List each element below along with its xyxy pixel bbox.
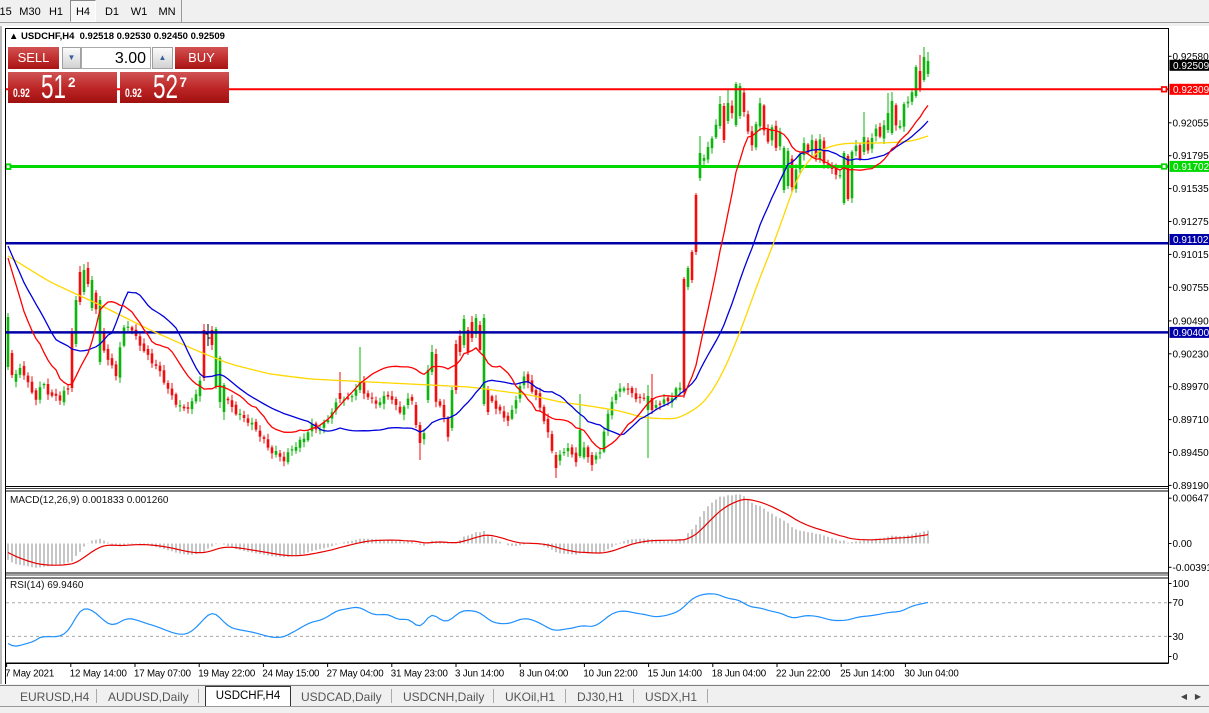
- svg-text:MACD(12,26,9) 0.001833 0.00126: MACD(12,26,9) 0.001833 0.001260: [10, 495, 169, 506]
- svg-text:0.00647: 0.00647: [1173, 494, 1209, 505]
- svg-text:17 May 07:00: 17 May 07:00: [134, 668, 192, 679]
- svg-text:0.89710: 0.89710: [1173, 415, 1209, 426]
- svg-text:8 Jun 04:00: 8 Jun 04:00: [519, 668, 569, 679]
- svg-text:18 Jun 04:00: 18 Jun 04:00: [712, 668, 767, 679]
- svg-text:70: 70: [1173, 598, 1185, 609]
- svg-text:-0.00391: -0.00391: [1173, 563, 1209, 574]
- svg-text:31 May 23:00: 31 May 23:00: [391, 668, 449, 679]
- svg-text:0.90490: 0.90490: [1173, 316, 1209, 327]
- svg-text:3 Jun 14:00: 3 Jun 14:00: [455, 668, 505, 679]
- svg-text:0.91535: 0.91535: [1173, 184, 1209, 195]
- svg-text:19 May 22:00: 19 May 22:00: [198, 668, 256, 679]
- svg-text:0.89970: 0.89970: [1173, 382, 1209, 393]
- svg-text:0.92055: 0.92055: [1173, 118, 1209, 129]
- svg-text:0.91102: 0.91102: [1173, 235, 1209, 246]
- svg-text:0.89190: 0.89190: [1173, 481, 1209, 492]
- svg-text:0.90230: 0.90230: [1173, 349, 1209, 360]
- svg-text:0.92509: 0.92509: [1173, 61, 1209, 72]
- svg-text:30: 30: [1173, 632, 1185, 643]
- svg-text:RSI(14) 69.9460: RSI(14) 69.9460: [10, 580, 84, 591]
- svg-text:12 May 14:00: 12 May 14:00: [70, 668, 128, 679]
- svg-text:0: 0: [1173, 652, 1179, 663]
- svg-text:0.91702: 0.91702: [1173, 162, 1209, 173]
- svg-text:0.91795: 0.91795: [1173, 151, 1209, 162]
- svg-text:0.91015: 0.91015: [1173, 250, 1209, 261]
- svg-text:10 Jun 22:00: 10 Jun 22:00: [583, 668, 638, 679]
- svg-text:0.90400: 0.90400: [1173, 328, 1209, 339]
- svg-text:0.92309: 0.92309: [1173, 85, 1209, 96]
- svg-text:0.00: 0.00: [1173, 539, 1193, 550]
- svg-text:0.92580: 0.92580: [1173, 52, 1209, 63]
- svg-text:30 Jun 04:00: 30 Jun 04:00: [904, 668, 959, 679]
- svg-text:25 Jun 14:00: 25 Jun 14:00: [840, 668, 895, 679]
- svg-text:22 Jun 22:00: 22 Jun 22:00: [776, 668, 831, 679]
- svg-text:15 Jun 14:00: 15 Jun 14:00: [648, 668, 703, 679]
- svg-text:0.89450: 0.89450: [1173, 448, 1209, 459]
- svg-text:27 May 04:00: 27 May 04:00: [327, 668, 385, 679]
- svg-text:7 May 2021: 7 May 2021: [5, 668, 54, 679]
- svg-text:24 May 15:00: 24 May 15:00: [262, 668, 320, 679]
- svg-text:0.90755: 0.90755: [1173, 283, 1209, 294]
- svg-text:0.91275: 0.91275: [1173, 217, 1209, 228]
- svg-text:100: 100: [1173, 579, 1190, 590]
